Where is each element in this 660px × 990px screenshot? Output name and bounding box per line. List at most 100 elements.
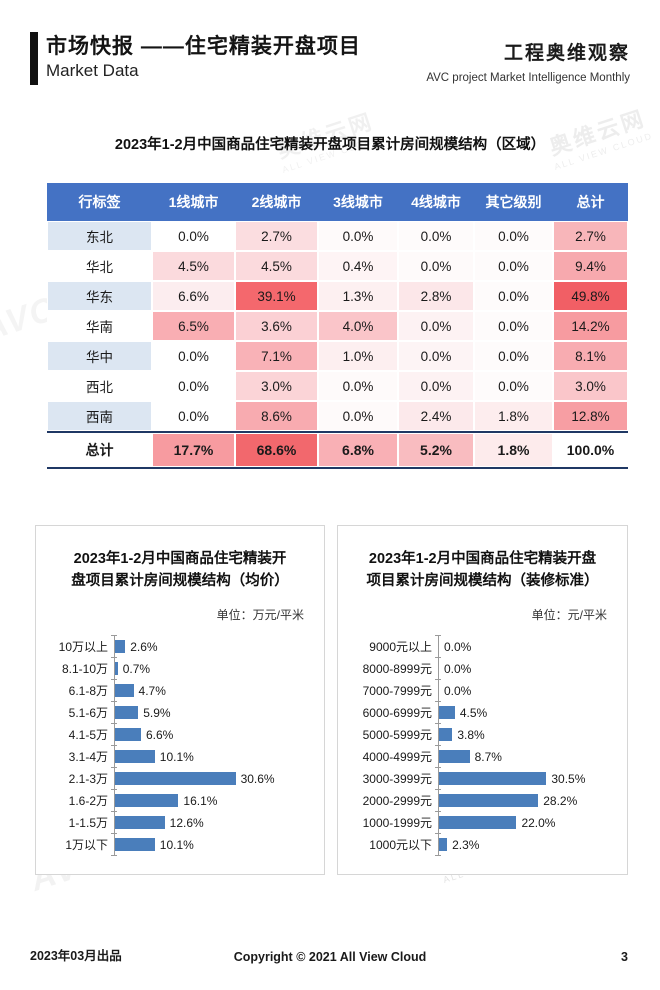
table-cell: 1.0%	[318, 341, 398, 371]
bar-area: 16.1%	[111, 789, 312, 812]
bar-row: 8.1-10万 0.7%	[48, 657, 312, 680]
bar-category-label: 6000-6999元	[362, 706, 432, 720]
bar-category-label: 5.1-6万	[68, 706, 108, 720]
chart-title-line1: 2023年1-2月中国商品住宅精装开	[73, 551, 287, 567]
bar	[115, 662, 118, 675]
bar-row: 2.1-3万 30.6%	[48, 767, 312, 790]
chart-title-line1: 2023年1-2月中国商品住宅精装开盘	[368, 551, 597, 567]
table-cell: 0.0%	[318, 221, 398, 251]
bar-category-label: 9000元以上	[369, 640, 432, 654]
column-header-5: 其它级别	[485, 194, 542, 210]
table-cell: 1.3%	[318, 281, 398, 311]
bar-value-label: 2.6%	[130, 639, 158, 654]
bar-value-label: 30.5%	[551, 771, 586, 786]
table-header-row: 行标签 1线城市 2线城市 3线城市 4线城市 其它级别 总计	[47, 183, 628, 221]
bar	[115, 794, 179, 807]
table-cell: 2.7%	[235, 221, 318, 251]
table-cell: 0.0%	[398, 341, 474, 371]
bar	[439, 706, 455, 719]
chart-bars: 10万以上 2.6% 8.1-10万 0.7% 6.1-8万 4.7% 5.1-6万 5.9%…	[48, 635, 312, 856]
bar-area: 8.7%	[435, 745, 615, 768]
bar-category-label: 2000-2999元	[362, 794, 432, 808]
bar-value-label: 4.5%	[459, 705, 488, 720]
bar-value-label: 10.1%	[159, 749, 194, 764]
chart-title: 2023年1-2月中国商品住宅精装开盘 项目累计房间规模结构（装修标准）	[350, 549, 615, 593]
table-cell: 3.0%	[235, 371, 318, 401]
table-cell: 4.5%	[235, 251, 318, 281]
table-cell: 2.4%	[398, 401, 474, 431]
bar-area: 0.0%	[435, 635, 615, 658]
table-cell: 0.0%	[398, 311, 474, 341]
total-cell: 17.7%	[152, 433, 235, 467]
bar-area: 30.5%	[435, 767, 615, 790]
total-cell: 5.2%	[398, 433, 474, 467]
bar-category-label: 1.6-2万	[68, 794, 108, 808]
bar-category-label: 5000-5999元	[362, 728, 432, 742]
bar-row: 4.1-5万 6.6%	[48, 723, 312, 746]
table-cell: 0.0%	[318, 401, 398, 431]
table-cell: 3.0%	[553, 371, 628, 401]
bar-area: 4.7%	[111, 679, 312, 702]
total-cell: 1.8%	[474, 433, 553, 467]
bar-category-label: 7000-7999元	[362, 684, 432, 698]
bar-row: 10万以上 2.6%	[48, 635, 312, 658]
bar	[115, 728, 141, 741]
bar-row: 2000-2999元 28.2%	[350, 789, 615, 812]
chart-decoration-standard: 2023年1-2月中国商品住宅精装开盘 项目累计房间规模结构（装修标准） 单位：元…	[337, 525, 628, 875]
table-cell: 0.0%	[398, 251, 474, 281]
table-body: 东北 0.0% 2.7% 0.0% 0.0% 0.0% 2.7% 华北 4.5% 4.5% 0.4%…	[47, 221, 628, 431]
row-label: 东北	[47, 221, 152, 251]
bar	[439, 728, 453, 741]
table-cell: 3.6%	[235, 311, 318, 341]
bar-value-label: 8.7%	[474, 749, 502, 764]
table-cell: 0.4%	[318, 251, 398, 281]
table-cell: 8.6%	[235, 401, 318, 431]
page-number: 3	[621, 950, 628, 964]
column-header-2: 2线城市	[251, 194, 302, 210]
bar-value-label: 0.0%	[444, 639, 472, 654]
table-cell: 0.0%	[474, 311, 553, 341]
chart-unit-label: 单位：元/平米	[531, 607, 607, 622]
table-cell: 0.0%	[474, 251, 553, 281]
bar-category-label: 2.1-3万	[68, 772, 108, 786]
bar	[439, 838, 448, 851]
table-cell: 0.0%	[398, 371, 474, 401]
row-label: 华东	[47, 281, 152, 311]
bar-value-label: 16.1%	[183, 793, 218, 808]
chart-avg-price: 2023年1-2月中国商品住宅精装开 盘项目累计房间规模结构（均价） 单位：万元/…	[35, 525, 325, 875]
bar-value-label: 3.8%	[457, 727, 485, 742]
bar-value-label: 12.6%	[169, 815, 204, 830]
bar-category-label: 8.1-10万	[61, 662, 108, 676]
bar-category-label: 1万以下	[65, 838, 108, 852]
bar-category-label: 3000-3999元	[362, 772, 432, 786]
table-cell: 0.0%	[474, 281, 553, 311]
table-total-row-wrap: 总计 17.7% 68.6% 6.8% 5.2% 1.8% 100.0%	[47, 431, 628, 469]
bar-row: 4000-4999元 8.7%	[350, 745, 615, 768]
footer-copyright: Copyright © 2021 All View Cloud	[233, 950, 427, 964]
bar	[439, 816, 517, 829]
bar-area: 0.0%	[435, 657, 615, 680]
bar-row: 7000-7999元 0.0%	[350, 679, 615, 702]
bar	[115, 816, 165, 829]
table-cell: 39.1%	[235, 281, 318, 311]
bar-value-label: 30.6%	[240, 771, 275, 786]
column-header-0: 行标签	[78, 194, 121, 210]
column-header-1: 1线城市	[168, 194, 219, 210]
footer-issue-date: 2023年03月出品	[30, 949, 122, 963]
chart-bars: 9000元以上 0.0% 8000-8999元 0.0% 7000-7999元 0.0% 6…	[350, 635, 615, 856]
bar-value-label: 5.9%	[143, 705, 171, 720]
table-title: 2023年1-2月中国商品住宅精装开盘项目累计房间规模结构（区域）	[114, 137, 546, 153]
table-cell: 0.0%	[152, 221, 235, 251]
bar-category-label: 4.1-5万	[68, 728, 108, 742]
chart-title: 2023年1-2月中国商品住宅精装开 盘项目累计房间规模结构（均价）	[48, 549, 312, 593]
bar-row: 1000元以下 2.3%	[350, 833, 615, 856]
bar-row: 9000元以上 0.0%	[350, 635, 615, 658]
region-structure-table: 行标签 1线城市 2线城市 3线城市 4线城市 其它级别 总计 东北 0.0% 2.7% 0.0%…	[47, 183, 628, 469]
table-cell: 1.8%	[474, 401, 553, 431]
bar-value-label: 2.3%	[452, 837, 480, 852]
bar-area: 2.3%	[435, 833, 615, 856]
bar-area: 0.0%	[435, 679, 615, 702]
table-cell: 0.0%	[152, 341, 235, 371]
row-label: 西南	[47, 401, 152, 431]
bar-area: 30.6%	[111, 767, 312, 790]
